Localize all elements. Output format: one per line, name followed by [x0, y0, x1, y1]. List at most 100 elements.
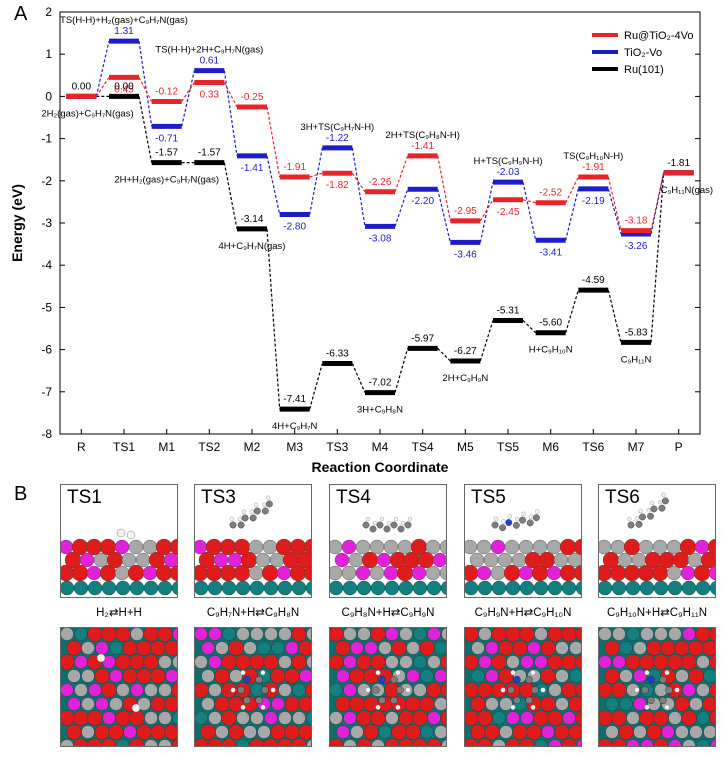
data-label: 0.61 — [200, 56, 220, 67]
x-tick-label: M6 — [542, 440, 559, 454]
data-label: -3.18 — [625, 216, 648, 227]
state-annotation: 2H₂(gas)+C₉H₇N(gas) — [41, 108, 133, 119]
data-label: -1.91 — [582, 162, 605, 173]
series-connector — [394, 348, 409, 393]
data-label: -0.12 — [155, 86, 178, 97]
state-annotation: TS(H-H)+2H+C₉H₇N(gas) — [155, 45, 263, 56]
state-annotation: 3H+C₉H₈N — [357, 405, 403, 416]
state-annotation: 3H+TS(C₉H₇N-H) — [300, 122, 374, 133]
side-view-ts5: TS5 — [464, 484, 582, 598]
y-tick-label: -3 — [41, 216, 52, 230]
series-connector — [437, 189, 451, 243]
series-connector — [266, 228, 281, 410]
y-axis-title: Energy (eV) — [9, 184, 25, 262]
series-connector — [181, 82, 195, 102]
state-annotation: TS(C₉H₁₀N-H) — [563, 151, 623, 162]
state-annotation: 2H+C₉H₉N — [442, 373, 488, 384]
data-label: -1.81 — [667, 158, 690, 169]
series-connector — [223, 82, 238, 108]
series-connector — [181, 70, 195, 127]
series-connector — [309, 172, 323, 178]
series-connector — [309, 147, 323, 215]
series-connector — [437, 347, 451, 362]
data-label: -2.03 — [497, 167, 520, 178]
state-annotation: H+TS(C₉H₉N-H) — [473, 156, 542, 167]
series-connector — [309, 363, 323, 410]
series-connector — [266, 106, 281, 178]
data-label: -0.25 — [241, 92, 264, 103]
data-label: -1.22 — [326, 133, 349, 144]
state-annotation: 2H+H₂(gas)+C₉H₇N(gas) — [114, 175, 219, 186]
data-label: 0.00 — [72, 81, 92, 92]
x-tick-label: M7 — [628, 440, 645, 454]
x-tick-label: TS4 — [412, 440, 434, 454]
reaction-equation: C₉H₈N+H⇄C₉H₉N — [341, 607, 435, 619]
panel-label-b: B — [14, 483, 28, 505]
data-label: -3.26 — [625, 241, 648, 252]
y-tick-label: 0 — [45, 89, 52, 103]
series-connector — [394, 189, 409, 227]
data-label: 0.33 — [200, 89, 220, 100]
series-connector — [95, 77, 110, 97]
state-annotation: 2H+TS(C₉H₈N-H) — [385, 130, 459, 141]
y-tick-label: -5 — [41, 300, 52, 314]
series-connector — [394, 155, 409, 192]
top-view-ts3 — [194, 627, 312, 747]
reaction-equation: H₂⇄H+H — [96, 607, 142, 619]
data-label: -5.31 — [497, 305, 520, 316]
data-label: -7.41 — [283, 394, 306, 405]
data-label: -1.91 — [283, 162, 306, 173]
data-label: -3.08 — [369, 233, 392, 244]
side-view-ts1: TS1 — [60, 484, 178, 598]
structure-label: TS6 — [605, 487, 640, 508]
series-connector — [479, 199, 494, 222]
data-label: -2.95 — [454, 206, 477, 217]
x-tick-label: TS5 — [497, 440, 519, 454]
data-label: -2.80 — [283, 222, 306, 233]
series-connector — [650, 172, 665, 343]
y-tick-label: -2 — [41, 174, 52, 188]
state-annotation: 4H+C₉H₇N — [272, 421, 317, 432]
x-tick-label: P — [675, 440, 683, 454]
series-connector — [223, 70, 238, 156]
data-label: 0.00 — [114, 81, 134, 92]
legend-label: TiO₂-Vo — [624, 47, 662, 59]
data-label: -0.71 — [155, 133, 178, 144]
top-view-ts4 — [329, 627, 447, 747]
y-tick-label: -4 — [41, 258, 52, 272]
state-annotation: C₉H₁₁N — [621, 354, 652, 365]
y-tick-label: 2 — [45, 5, 52, 19]
series-connector — [607, 176, 622, 231]
legend-label: Ru(101) — [624, 64, 664, 76]
data-label: 1.31 — [114, 26, 134, 37]
series-connector — [138, 96, 153, 163]
data-label: -3.14 — [241, 214, 264, 225]
state-annotation: TS(H-H)+H₂(gas)+C₉H₇N(gas) — [60, 15, 188, 26]
series-connector — [351, 172, 366, 193]
top-view-ts5 — [464, 627, 582, 747]
state-annotation: 4H+C₉H₇N(gas) — [219, 241, 286, 252]
series-connector — [138, 41, 153, 127]
data-label: -2.19 — [582, 196, 605, 207]
y-tick-label: 1 — [45, 47, 52, 61]
data-label: -5.60 — [539, 318, 562, 329]
data-label: -7.02 — [369, 378, 392, 389]
side-view-ts6: TS6 — [598, 484, 716, 598]
panel-label-a: A — [14, 3, 28, 25]
structure-label: TS5 — [471, 487, 506, 508]
legend-label: Ru@TiO₂-4Vo — [624, 30, 693, 42]
x-tick-label: M1 — [158, 440, 175, 454]
top-view-ts1 — [60, 627, 178, 747]
x-axis-title: Reaction Coordinate — [312, 459, 449, 475]
series-connector — [437, 155, 451, 222]
x-tick-label: TS2 — [198, 440, 220, 454]
x-tick-label: TS3 — [326, 440, 348, 454]
data-label: 0.45 — [114, 84, 134, 95]
series-connector — [565, 289, 579, 333]
data-label: -4.59 — [582, 275, 605, 286]
series-connector — [522, 181, 537, 241]
x-tick-label: TS1 — [113, 440, 135, 454]
state-annotation: C₉H₁₁N(gas) — [661, 185, 713, 196]
data-label: -2.45 — [497, 207, 520, 218]
side-view-ts4: TS4 — [329, 484, 447, 598]
